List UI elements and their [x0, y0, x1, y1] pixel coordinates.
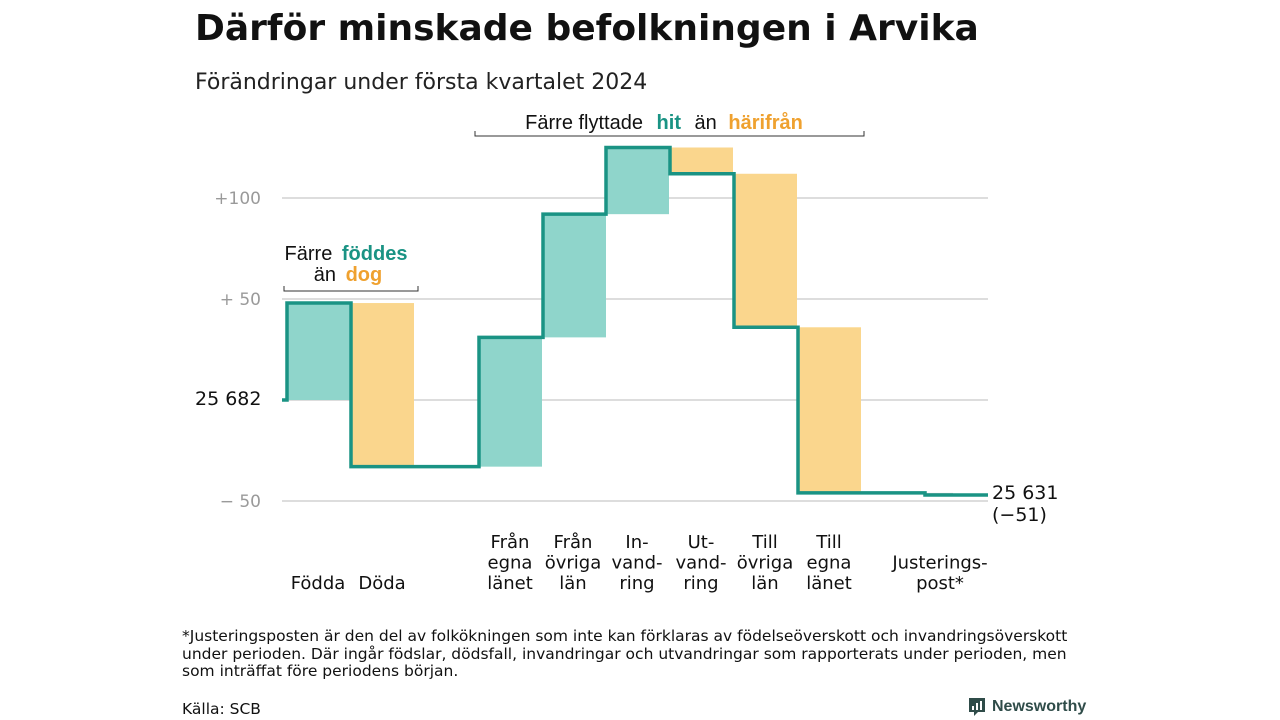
migration-annotation-prefix: Färre flyttade: [525, 112, 643, 134]
chart-title: Därför minskade befolkningen i Arvika: [195, 8, 979, 49]
end-value-label: 25 631: [992, 482, 1058, 504]
footnote: *Justeringsposten är den del av folkökni…: [182, 627, 1068, 680]
deaths-annotation-word: dog: [346, 264, 383, 286]
category-label: länet: [487, 573, 533, 594]
category-label: post*: [916, 573, 964, 594]
category-label: vand-: [675, 553, 726, 574]
waterfall-bar: [670, 147, 733, 174]
category-label: länet: [806, 573, 852, 594]
category-label: Från: [491, 532, 530, 553]
migration-annotation-harifran: härifrån: [728, 111, 802, 134]
chart-subtitle: Förändringar under första kvartalet 2024: [195, 70, 648, 95]
cumulative-step-line: [282, 145, 988, 497]
category-label: Till: [815, 532, 841, 553]
births-annotation-line1: Färre föddes: [285, 243, 408, 265]
source-label: Källa: SCB: [182, 700, 261, 718]
category-label: In-: [625, 532, 648, 553]
category-label: ring: [683, 573, 718, 594]
grid-layer: +100 + 50 − 50: [214, 189, 988, 512]
y-tick-label: + 50: [220, 290, 261, 310]
migration-annotation-bracket: [474, 131, 865, 137]
migration-annotation-middle: än: [695, 112, 717, 134]
category-label: Från: [554, 532, 593, 553]
waterfall-bar: [606, 147, 669, 215]
births-annotation-bracket: [283, 286, 419, 292]
category-label: Till: [751, 532, 777, 553]
line-layer: [282, 145, 988, 497]
category-label: egna: [807, 553, 852, 574]
end-change-label: (−51): [992, 504, 1047, 526]
category-label: Döda: [358, 573, 405, 594]
newsworthy-logo-icon: [969, 698, 985, 716]
label-layer: Födda DödaFrånegnalänetFrånövrigalänIn-va…: [291, 532, 988, 594]
category-label: egna: [488, 553, 533, 574]
bar-layer: [287, 147, 953, 495]
start-value-label: 25 682: [195, 388, 261, 410]
newsworthy-logo-text: Newsworthy: [992, 698, 1087, 715]
waterfall-bar: [798, 327, 861, 493]
category-label: Födda: [291, 573, 346, 594]
waterfall-bar: [351, 303, 414, 467]
category-label: övriga: [545, 553, 602, 574]
births-annotation-word: föddes: [342, 243, 408, 265]
births-annotation-line2: än dog: [314, 264, 382, 286]
migration-annotation: Färre flyttade hit än härifrån: [525, 111, 803, 134]
category-label: län: [751, 573, 778, 594]
category-label: ring: [619, 573, 654, 594]
waterfall-bar: [287, 303, 350, 400]
migration-annotation-hit: hit: [657, 112, 682, 134]
y-tick-label: − 50: [220, 492, 261, 512]
category-label: Justerings-: [891, 553, 987, 574]
newsworthy-logo[interactable]: Newsworthy: [968, 696, 1086, 718]
waterfall-bar: [734, 173, 797, 328]
category-label: Ut-: [688, 532, 715, 553]
category-label: län: [559, 573, 586, 594]
y-tick-label: +100: [214, 189, 261, 209]
waterfall-bar: [543, 214, 606, 338]
category-label: övriga: [737, 553, 794, 574]
category-label: vand-: [611, 553, 662, 574]
waterfall-bar: [479, 337, 542, 467]
births-annotation-prefix: Färre: [285, 243, 333, 265]
waterfall-chart: +100+ 50− 50 Födda DödaFrånegnalänetFrånö…: [195, 111, 1058, 594]
births-annotation-middle: än: [314, 264, 336, 286]
